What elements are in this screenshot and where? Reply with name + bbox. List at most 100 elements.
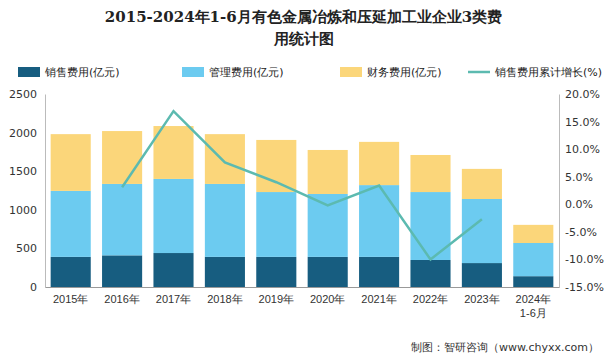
bar	[359, 257, 399, 287]
tick: 2024年1-6月	[516, 287, 551, 319]
title: 2015-2024年1-6月有色金属冶炼和压延加工业企业3类费用统计图	[105, 8, 502, 48]
tick: 0.0%	[559, 198, 593, 211]
legend-label: 销售费用(亿元)	[44, 66, 120, 79]
legend-item: 财务费用(亿元)	[340, 66, 442, 79]
bar	[359, 142, 399, 185]
bar	[256, 192, 296, 257]
legend: 销售费用(亿元) 管理费用(亿元) 财务费用(亿元) 销售费用累计增长(%)	[18, 66, 602, 79]
tick-label: -5.0%	[565, 226, 597, 239]
tick: 15.0%	[559, 116, 600, 129]
tick: 1000	[9, 204, 45, 217]
bar	[205, 134, 245, 184]
legend-item: 销售费用累计增长(%)	[468, 66, 602, 79]
tick-label: -15.0%	[565, 281, 604, 294]
bar	[102, 131, 142, 184]
bar	[513, 276, 553, 287]
bar	[153, 253, 193, 287]
tick: 2500	[9, 88, 45, 101]
bar	[51, 191, 91, 257]
legend-label: 管理费用(亿元)	[209, 66, 284, 79]
tick-label: 20.0%	[565, 88, 600, 101]
bar	[308, 194, 348, 257]
tick-label: 2018年	[207, 293, 242, 305]
bar	[256, 140, 296, 192]
tick-label: 2000	[9, 127, 37, 140]
bar	[462, 169, 502, 199]
tick-label: 2500	[9, 88, 37, 101]
tick: -5.0%	[559, 226, 597, 239]
y-axis: 0 500 1000 1500 2000 2500	[9, 88, 46, 294]
legend-swatch	[340, 67, 362, 77]
tick-label: 2024年1-6月	[516, 293, 551, 319]
tick: 1500	[9, 165, 45, 178]
bar	[102, 184, 142, 255]
tick: -10.0%	[559, 253, 604, 266]
bar-series	[51, 126, 554, 243]
legend-swatch	[182, 67, 204, 77]
bar	[205, 257, 245, 287]
tick-label: 2021年	[361, 293, 396, 305]
bar	[153, 179, 193, 253]
bar	[308, 257, 348, 287]
axis-line	[46, 287, 560, 288]
legend-label: 销售费用累计增长(%)	[494, 66, 602, 79]
tick-label: 500	[16, 242, 37, 255]
tick-label: 1500	[9, 165, 37, 178]
bar	[410, 155, 450, 192]
axis-line	[559, 95, 560, 288]
tick-label: 2016年	[104, 293, 139, 305]
bar	[359, 185, 399, 257]
tick: 2019年	[259, 287, 294, 305]
tick: 500	[16, 242, 45, 255]
bar	[462, 263, 502, 287]
plot-area	[51, 111, 554, 287]
bar	[513, 243, 553, 276]
tick: 10.0%	[559, 143, 600, 156]
tick: 20.0%	[559, 88, 600, 101]
axis-line	[45, 95, 46, 288]
bar	[256, 257, 296, 287]
tick: 2017年	[156, 287, 191, 305]
tick: 2021年	[361, 287, 396, 305]
tick-label: 10.0%	[565, 143, 600, 156]
tick-label: 0	[30, 281, 37, 294]
legend-swatch	[468, 71, 490, 74]
footer: 制图：智研咨询（www.chyxx.com）	[411, 341, 599, 354]
tick-label: -10.0%	[565, 253, 604, 266]
tick-label: 2023年	[464, 293, 499, 305]
legend-label: 财务费用(亿元)	[367, 66, 442, 79]
chart: 2015-2024年1-6月有色金属冶炼和压延加工业企业3类费用统计图 0 500 1…	[0, 0, 607, 359]
tick-label: 2017年	[156, 293, 191, 305]
tick-label: 0.0%	[565, 198, 593, 211]
line	[122, 111, 482, 259]
bar	[51, 134, 91, 191]
tick: 0	[30, 281, 45, 294]
tick: 2018年	[207, 287, 242, 305]
legend-item: 销售费用(亿元)	[18, 66, 120, 79]
tick-label: 2019年	[259, 293, 294, 305]
x-axis: 2015年 2016年 2017年 2018年 2019年 2020年 2021年 2022年…	[46, 287, 560, 319]
bar	[51, 257, 91, 287]
bar	[410, 260, 450, 287]
tick: 2016年	[104, 287, 139, 305]
tick: 2023年	[464, 287, 499, 305]
y2-axis: -15.0% -10.0% -5.0% 0.0% 5.0% 10.0% 15.0% 20.0%	[559, 88, 604, 294]
tick-label: 15.0%	[565, 116, 600, 129]
tick-label: 5.0%	[565, 171, 593, 184]
tick: 2015年	[53, 287, 88, 305]
tick: 5.0%	[559, 171, 593, 184]
legend-swatch	[18, 67, 40, 77]
tick-label: 2020年	[310, 293, 345, 305]
tick-label: 2022年	[413, 293, 448, 305]
tick-label: 1000	[9, 204, 37, 217]
bar	[102, 255, 142, 287]
tick: -15.0%	[559, 281, 604, 294]
tick: 2020年	[310, 287, 345, 305]
legend-item: 管理费用(亿元)	[182, 66, 284, 79]
bar	[205, 184, 245, 257]
bar	[513, 225, 553, 243]
tick-label: 2015年	[53, 293, 88, 305]
tick: 2022年	[413, 287, 448, 305]
bar	[308, 150, 348, 194]
tick: 2000	[9, 127, 45, 140]
